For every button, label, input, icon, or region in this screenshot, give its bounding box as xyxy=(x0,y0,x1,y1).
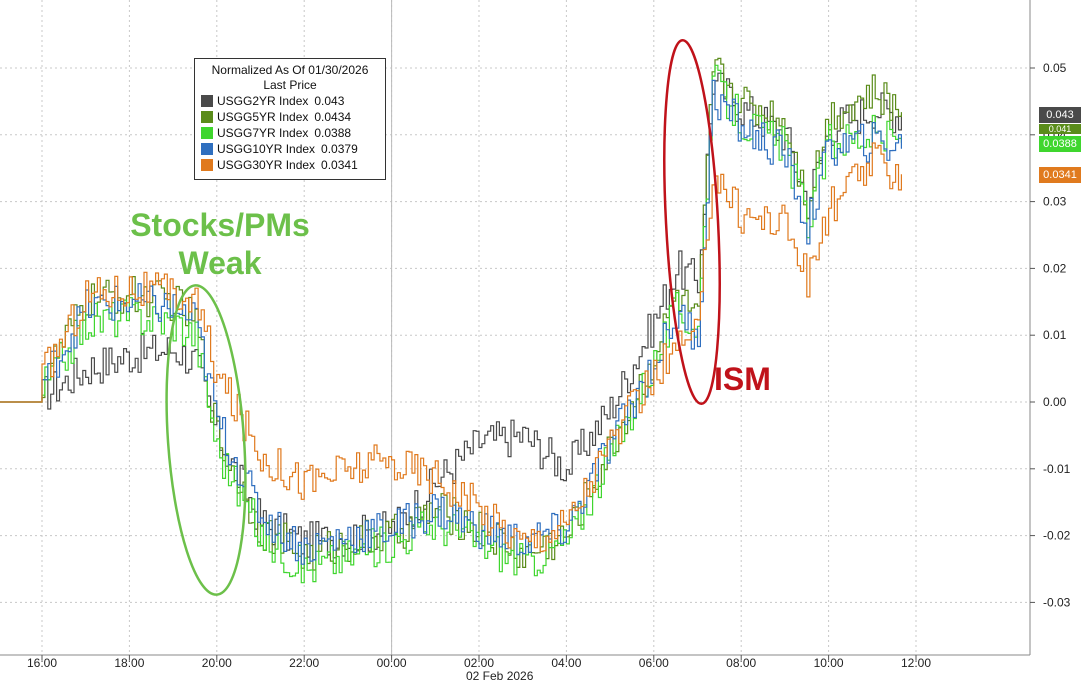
y-tick-label: 0.03 xyxy=(1043,195,1067,209)
last-price-tag: 0.041 xyxy=(1039,124,1081,134)
last-price-tag: 0.0341 xyxy=(1039,167,1081,183)
annotation-oval-stocks xyxy=(165,284,247,596)
x-tick-label: 08:00 xyxy=(726,656,756,670)
legend-title: Normalized As Of 01/30/2026 Last Price xyxy=(195,63,385,93)
legend-swatch xyxy=(201,143,213,155)
x-tick-label: 04:00 xyxy=(551,656,581,670)
last-price-tag: 0.043 xyxy=(1039,107,1081,123)
last-price-tag: 0.0388 xyxy=(1039,136,1081,152)
x-tick-label: 20:00 xyxy=(202,656,232,670)
legend-entry: USGG5YR Index 0.0434 xyxy=(195,109,385,125)
annotation-ovals xyxy=(165,38,721,596)
y-tick-label: -0.02 xyxy=(1043,529,1071,543)
y-tick-label: -0.03 xyxy=(1043,595,1071,609)
legend-last-value: 0.0341 xyxy=(321,158,358,172)
legend-last-value: 0.0388 xyxy=(314,126,352,140)
annotation-stocks-line1: Stocks/PMs xyxy=(130,207,310,243)
legend-swatch xyxy=(201,111,213,123)
legend-entry: USGG7YR Index 0.0388 xyxy=(195,125,385,141)
y-tick-label: 0.05 xyxy=(1043,61,1067,75)
legend-series-name: USGG30YR Index xyxy=(217,158,316,172)
y-tick-label: 0.02 xyxy=(1043,261,1067,275)
annotation-ism: ISM xyxy=(714,361,771,397)
legend-series-name: USGG5YR Index xyxy=(217,110,309,124)
x-tick-label: 12:00 xyxy=(901,656,931,670)
y-tick-label: 0.00 xyxy=(1043,395,1067,409)
x-tick-label: 00:00 xyxy=(377,656,407,670)
annotation-stocks-line2: Weak xyxy=(178,245,262,281)
x-axis: 16:00 18:00 20:00 22:00 00:00 02:00 04:00 06:00… xyxy=(27,655,931,670)
legend-swatch xyxy=(201,159,213,171)
x-tick-label: 02:00 xyxy=(464,656,494,670)
x-tick-label: 06:00 xyxy=(639,656,669,670)
annotation-oval-ism xyxy=(663,38,721,406)
legend-entry: USGG10YR Index 0.0379 xyxy=(195,141,385,157)
x-tick-label: 18:00 xyxy=(114,656,144,670)
series-lines xyxy=(0,57,902,584)
y-tick-label: -0.01 xyxy=(1043,462,1071,476)
legend-swatch xyxy=(201,127,213,139)
legend-last-value: 0.0379 xyxy=(321,142,358,156)
x-tick-label: 10:00 xyxy=(814,656,844,670)
legend-rows: USGG2YR Index 0.043 USGG5YR Index 0.0434 USG… xyxy=(195,93,385,173)
series-line-usgg7yr-index xyxy=(0,64,902,584)
legend-series-name: USGG2YR Index xyxy=(217,94,309,108)
y-tick-label: 0.01 xyxy=(1043,328,1067,342)
x-tick-label: 16:00 xyxy=(27,656,57,670)
legend-entry: USGG30YR Index 0.0341 xyxy=(195,157,385,173)
legend-series-name: USGG10YR Index xyxy=(217,142,316,156)
legend: Normalized As Of 01/30/2026 Last Price U… xyxy=(194,58,386,180)
series-line-usgg30yr-index xyxy=(0,142,902,553)
series-line-usgg10yr-index xyxy=(0,79,902,565)
legend-title-line1: Normalized As Of 01/30/2026 xyxy=(211,63,369,77)
x-tick-label: 22:00 xyxy=(289,656,319,670)
x-axis-date-label: 02 Feb 2026 xyxy=(466,669,534,683)
legend-swatch xyxy=(201,95,213,107)
legend-last-value: 0.043 xyxy=(314,94,345,108)
legend-series-name: USGG7YR Index xyxy=(217,126,309,140)
annotation-stocks-pms-weak: Stocks/PMs Weak xyxy=(104,206,336,282)
series-line-usgg2yr-index xyxy=(0,72,902,561)
legend-title-line2: Last Price xyxy=(263,78,317,92)
legend-entry: USGG2YR Index 0.043 xyxy=(195,93,385,109)
legend-last-value: 0.0434 xyxy=(314,110,352,124)
